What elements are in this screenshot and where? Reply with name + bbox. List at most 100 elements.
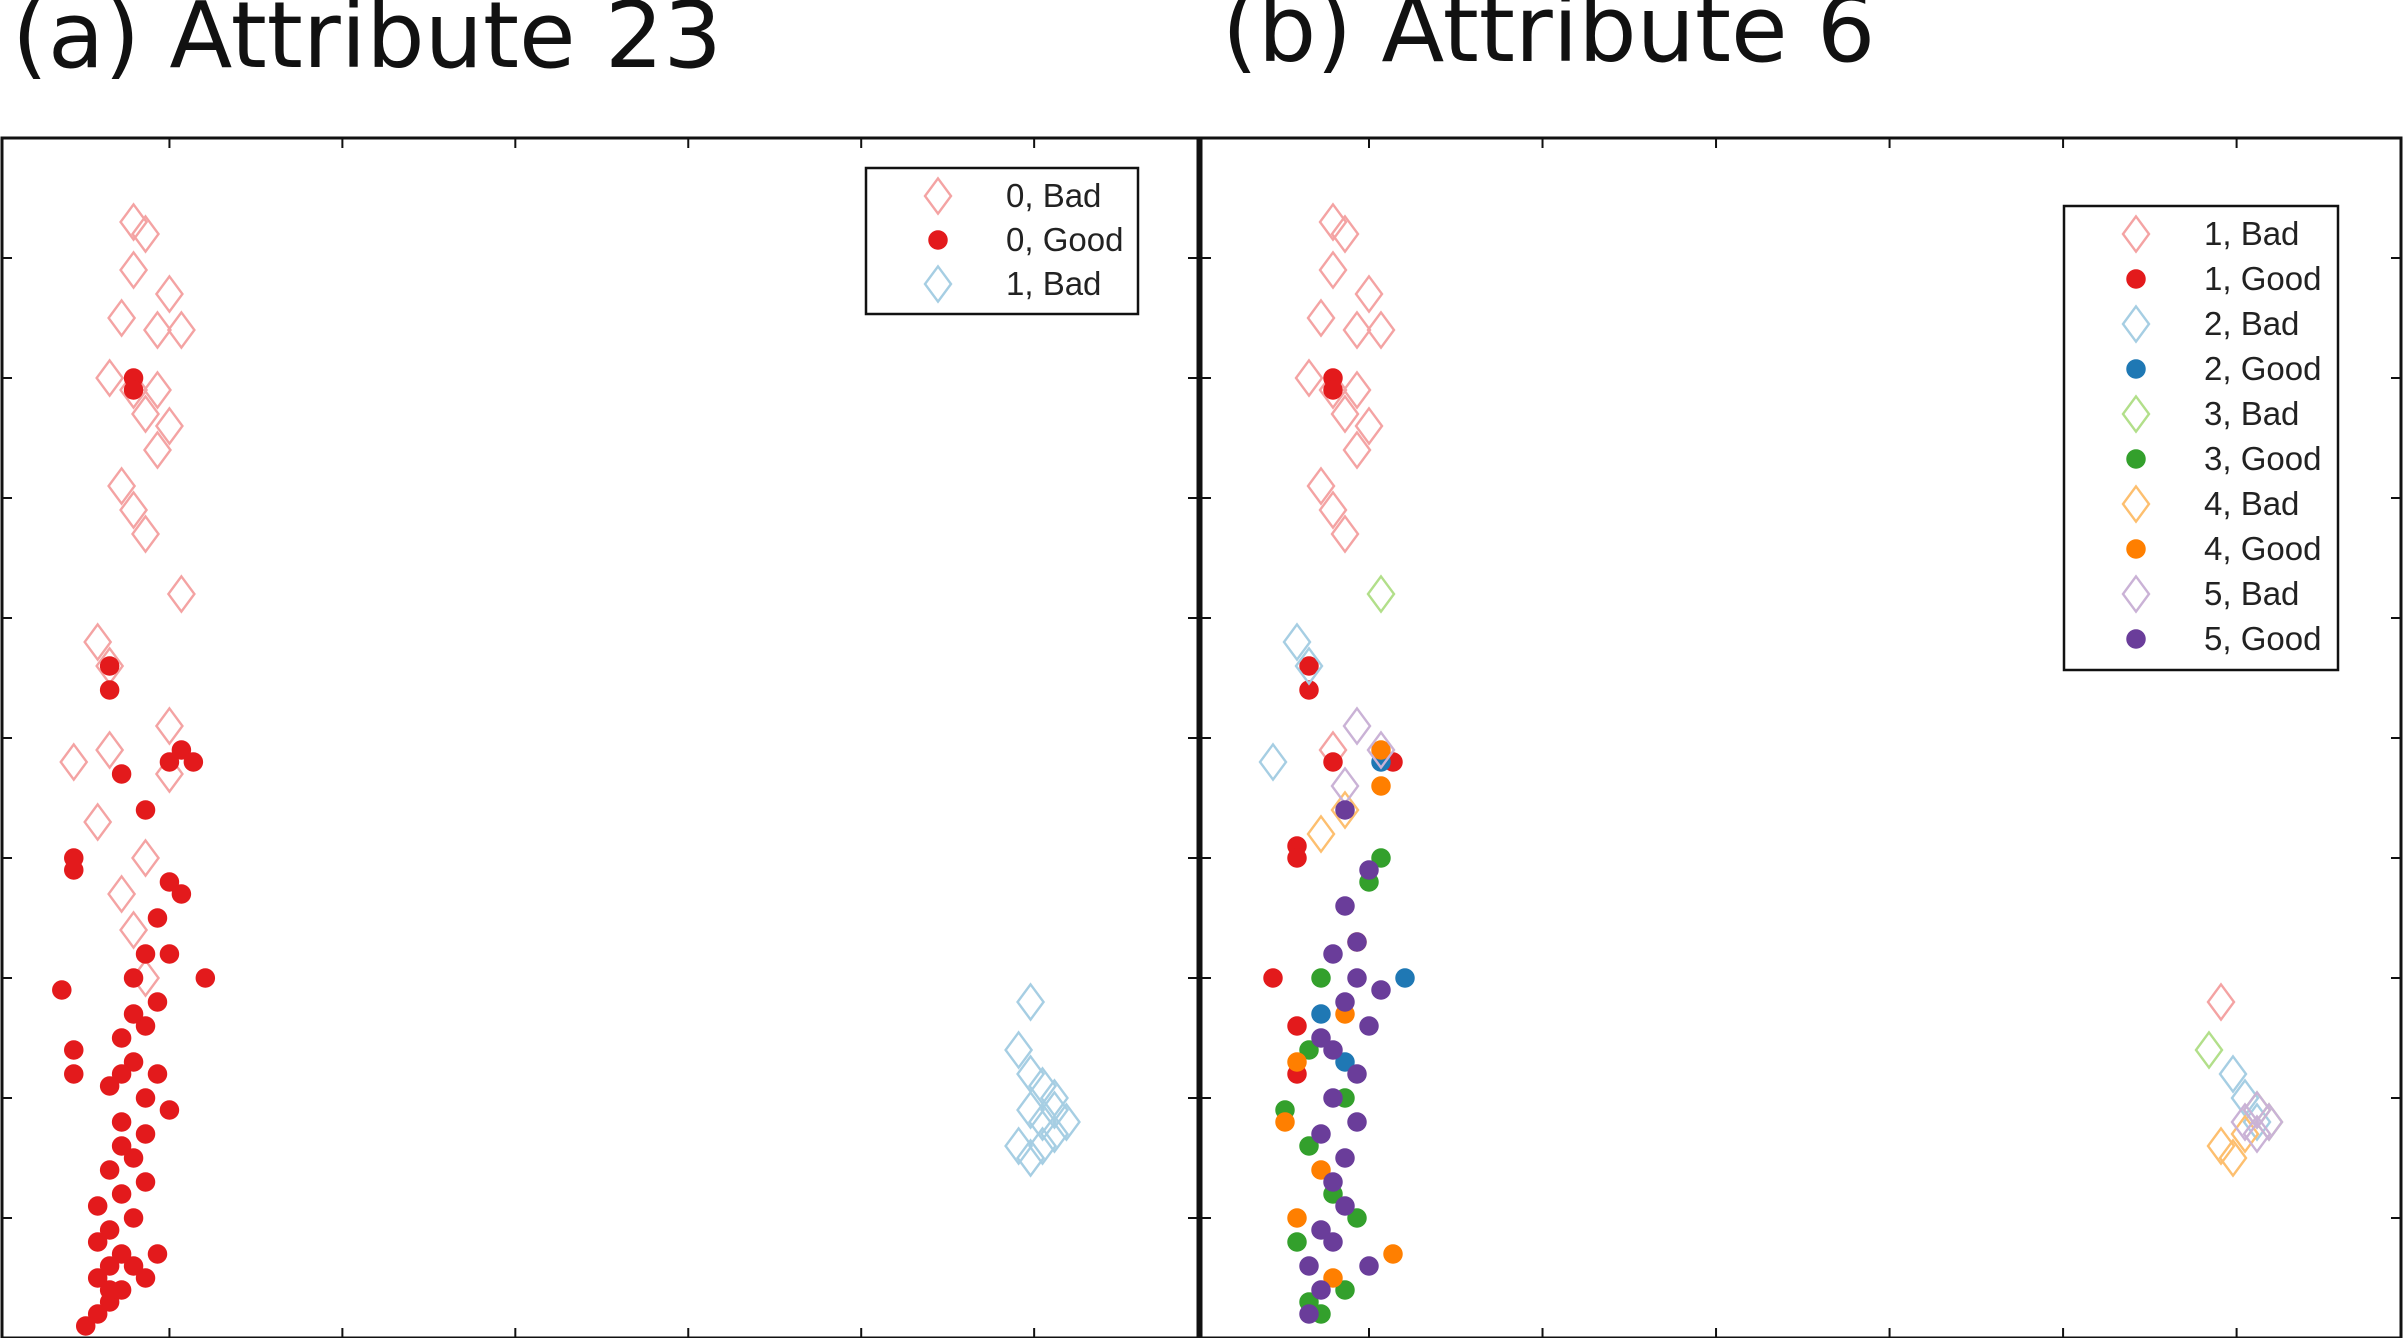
data-point — [131, 514, 161, 554]
data-point — [1294, 358, 1324, 398]
data-point — [1287, 1208, 1307, 1228]
data-point — [2206, 982, 2236, 1022]
data-point — [1347, 1208, 1367, 1228]
data-point — [1354, 274, 1384, 314]
data-point — [1258, 742, 1288, 782]
data-point — [142, 310, 172, 350]
data-point — [1371, 848, 1391, 868]
data-point — [1294, 646, 1324, 686]
data-point — [147, 908, 168, 928]
legend-label: 1, Bad — [1006, 265, 1101, 302]
data-point — [1323, 752, 1343, 772]
data-point — [95, 730, 125, 770]
data-point — [1004, 1030, 1034, 1070]
data-point — [119, 250, 149, 290]
data-point — [1335, 992, 1355, 1012]
data-point — [1028, 1126, 1058, 1166]
data-point — [1016, 1090, 1046, 1130]
data-point — [59, 742, 89, 782]
data-point — [1299, 680, 1319, 700]
data-point — [99, 1280, 120, 1300]
data-point — [1039, 1078, 1069, 1118]
data-point — [99, 1220, 120, 1240]
data-point — [154, 274, 184, 314]
data-point — [154, 406, 184, 446]
data-point — [107, 298, 137, 338]
legend-label: 3, Good — [2204, 440, 2321, 477]
legend-marker — [2121, 304, 2151, 344]
legend-label: 0, Good — [1006, 221, 1123, 258]
data-point — [142, 430, 172, 470]
data-point — [1306, 466, 1336, 506]
data-point — [1330, 394, 1360, 434]
data-point — [1366, 730, 1396, 770]
panel-a-title: (a) Attribute 23 — [12, 0, 722, 89]
data-point — [1306, 814, 1336, 854]
data-point — [1318, 250, 1348, 290]
legend-label: 2, Bad — [2204, 305, 2299, 342]
data-point — [1299, 1136, 1319, 1156]
data-point — [123, 1004, 144, 1024]
data-point — [1318, 202, 1348, 242]
data-point — [1371, 740, 1391, 760]
data-points — [1258, 202, 2284, 1324]
data-point — [1311, 968, 1331, 988]
data-point — [2230, 1102, 2260, 1142]
data-point — [1311, 1160, 1331, 1180]
data-point — [99, 1076, 120, 1096]
data-point — [111, 1184, 132, 1204]
data-point — [119, 910, 149, 950]
data-point — [119, 490, 149, 530]
legend-marker — [2121, 484, 2151, 524]
data-point — [107, 466, 137, 506]
data-point — [1282, 622, 1312, 662]
data-point — [1371, 776, 1391, 796]
data-point — [1335, 896, 1355, 916]
data-point — [159, 1100, 180, 1120]
data-point — [183, 752, 204, 772]
data-point — [1263, 968, 1283, 988]
data-point — [1323, 1040, 1343, 1060]
data-point — [195, 968, 216, 988]
legend-marker — [923, 264, 953, 304]
legend-label: 4, Bad — [2204, 485, 2299, 522]
data-point — [1347, 932, 1367, 952]
data-point — [1051, 1102, 1081, 1142]
data-point — [171, 740, 192, 760]
data-point — [107, 874, 137, 914]
data-point — [159, 872, 180, 892]
data-point — [171, 884, 192, 904]
data-point — [1383, 1244, 1403, 1264]
data-point — [1335, 800, 1355, 820]
legend-marker — [2126, 359, 2146, 379]
data-point — [1342, 706, 1372, 746]
legend-label: 3, Bad — [2204, 395, 2299, 432]
legend-marker — [928, 230, 948, 250]
data-point — [135, 800, 156, 820]
data-point — [1287, 1232, 1307, 1252]
data-point — [1371, 980, 1391, 1000]
data-point — [1299, 1304, 1319, 1324]
legend-label: 2, Good — [2204, 350, 2321, 387]
data-point — [1311, 1028, 1331, 1048]
data-point — [1323, 1232, 1343, 1252]
data-point — [2218, 1138, 2248, 1178]
legend-marker — [2126, 269, 2146, 289]
data-point — [1311, 1004, 1331, 1024]
data-point — [75, 1316, 96, 1336]
data-point — [1359, 1256, 1379, 1276]
data-point — [1299, 1256, 1319, 1276]
legend-marker — [2121, 574, 2151, 614]
data-point — [1335, 1052, 1355, 1072]
data-point — [166, 310, 196, 350]
data-point — [64, 1040, 84, 1060]
data-point — [1335, 1148, 1355, 1168]
data-point — [1347, 1112, 1367, 1132]
data-point — [2206, 1126, 2236, 1166]
legend-marker — [2126, 539, 2146, 559]
data-point — [1028, 1102, 1058, 1142]
data-point — [64, 860, 84, 880]
legend-label: 0, Bad — [1006, 177, 1101, 214]
data-point — [1004, 1126, 1034, 1166]
data-point — [131, 838, 161, 878]
